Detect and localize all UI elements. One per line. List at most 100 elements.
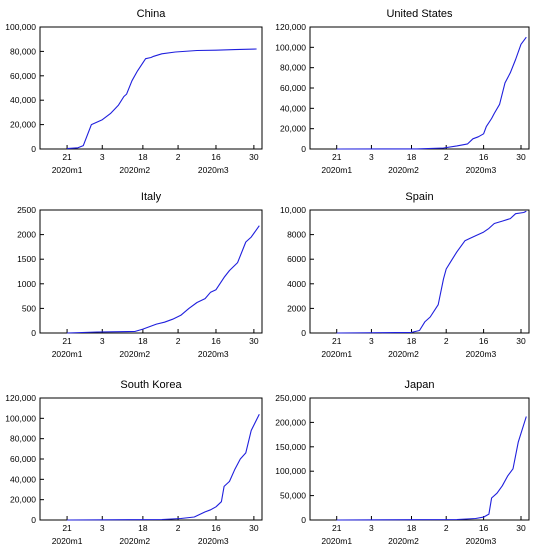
y-tick-label: 10,000 [280, 205, 306, 215]
x-tick-label: 2 [444, 523, 449, 533]
y-tick-label: 120,000 [275, 22, 306, 32]
y-tick-label: 80,000 [280, 63, 306, 73]
y-tick-label: 250,000 [275, 393, 306, 403]
x-period-label: 2020m2 [388, 165, 419, 175]
x-period-label: 2020m2 [119, 349, 150, 359]
x-tick-label: 21 [62, 523, 72, 533]
x-tick-label: 18 [138, 523, 148, 533]
plot-frame [39, 397, 263, 521]
chart-panel: China 0 20,000 40,000 60,000 80,000 100,000 21 3… [5, 8, 263, 175]
series-line [336, 210, 527, 334]
chart-panel: South Korea 0 20,000 40,000 60,000 80,000 100,… [5, 379, 263, 546]
chart-panel: Spain 0 2000 4000 6000 8000 10,000 21 3 18 2 16 30 20… [280, 191, 530, 359]
y-tick-label: 60,000 [280, 83, 306, 93]
y-tick-label: 100,000 [5, 22, 36, 32]
chart-panel: Italy 0 500 1000 1500 2000 2500 21 3 18 2 16 30 2020m… [17, 191, 263, 359]
y-tick-label: 4000 [287, 279, 306, 289]
x-tick-label: 2 [176, 523, 181, 533]
x-period-label: 2020m3 [198, 536, 229, 546]
x-tick-label: 16 [479, 523, 489, 533]
y-tick-label: 0 [301, 144, 306, 154]
x-tick-label: 2 [176, 336, 181, 346]
x-period-label: 2020m1 [321, 536, 352, 546]
chart-title: United States [386, 8, 453, 20]
y-tick-label: 20,000 [10, 495, 36, 505]
y-tick-label: 0 [301, 328, 306, 338]
y-tick-label: 50,000 [280, 491, 306, 501]
plot-frame [309, 209, 530, 334]
plot-frame [309, 26, 530, 150]
x-period-label: 2020m1 [52, 536, 83, 546]
y-tick-label: 100,000 [275, 466, 306, 476]
y-tick-label: 1000 [17, 279, 36, 289]
series-line [67, 225, 260, 334]
y-tick-label: 20,000 [280, 124, 306, 134]
x-tick-label: 3 [369, 152, 374, 162]
chart-title: China [137, 8, 167, 20]
y-tick-label: 40,000 [280, 103, 306, 113]
y-tick-label: 8000 [287, 230, 306, 240]
series-line [336, 416, 527, 521]
x-tick-label: 18 [138, 336, 148, 346]
x-tick-label: 16 [211, 523, 221, 533]
x-period-label: 2020m1 [321, 165, 352, 175]
y-tick-label: 60,000 [10, 454, 36, 464]
x-tick-label: 30 [249, 523, 259, 533]
x-period-label: 2020m3 [466, 536, 497, 546]
x-tick-label: 3 [100, 336, 105, 346]
series-line [336, 36, 527, 150]
y-tick-label: 2000 [287, 303, 306, 313]
x-tick-label: 16 [479, 152, 489, 162]
x-tick-label: 21 [62, 152, 72, 162]
x-period-label: 2020m1 [52, 165, 83, 175]
x-period-label: 2020m1 [321, 349, 352, 359]
chart-title: South Korea [120, 379, 182, 391]
x-tick-label: 16 [479, 336, 489, 346]
x-tick-label: 3 [100, 152, 105, 162]
x-tick-label: 30 [516, 152, 526, 162]
y-tick-label: 40,000 [10, 474, 36, 484]
x-period-label: 2020m2 [119, 165, 150, 175]
x-tick-label: 18 [407, 152, 417, 162]
y-tick-label: 0 [31, 515, 36, 525]
y-tick-label: 2000 [17, 230, 36, 240]
y-tick-label: 200,000 [275, 417, 306, 427]
plot-frame [39, 209, 263, 334]
x-period-label: 2020m3 [198, 349, 229, 359]
y-tick-label: 100,000 [5, 413, 36, 423]
x-period-label: 2020m2 [388, 349, 419, 359]
x-tick-label: 3 [369, 336, 374, 346]
x-tick-label: 2 [444, 336, 449, 346]
x-tick-label: 3 [369, 523, 374, 533]
y-tick-label: 80,000 [10, 434, 36, 444]
y-tick-label: 100,000 [275, 42, 306, 52]
x-tick-label: 21 [332, 336, 342, 346]
y-tick-label: 80,000 [10, 46, 36, 56]
chart-panel: United States 0 20,000 40,000 60,000 80,000 10… [275, 8, 530, 175]
y-tick-label: 0 [31, 328, 36, 338]
x-period-label: 2020m2 [388, 536, 419, 546]
series-line [67, 414, 260, 521]
x-tick-label: 18 [407, 336, 417, 346]
y-tick-label: 40,000 [10, 95, 36, 105]
x-tick-label: 21 [332, 152, 342, 162]
plot-frame [309, 397, 530, 521]
x-tick-label: 16 [211, 152, 221, 162]
y-tick-label: 20,000 [10, 120, 36, 130]
y-tick-label: 150,000 [275, 442, 306, 452]
x-tick-label: 2 [444, 152, 449, 162]
x-period-label: 2020m3 [466, 165, 497, 175]
x-tick-label: 3 [100, 523, 105, 533]
chart-panel: Japan 0 50,000 100,000 150,000 200,000 250,000… [275, 379, 530, 546]
x-period-label: 2020m3 [466, 349, 497, 359]
plot-frame [39, 26, 263, 150]
x-tick-label: 30 [516, 523, 526, 533]
chart-title: Spain [405, 191, 433, 203]
y-tick-label: 2500 [17, 205, 36, 215]
y-tick-label: 1500 [17, 254, 36, 264]
y-tick-label: 6000 [287, 254, 306, 264]
x-tick-label: 16 [211, 336, 221, 346]
chart-title: Japan [405, 379, 435, 391]
y-tick-label: 0 [301, 515, 306, 525]
